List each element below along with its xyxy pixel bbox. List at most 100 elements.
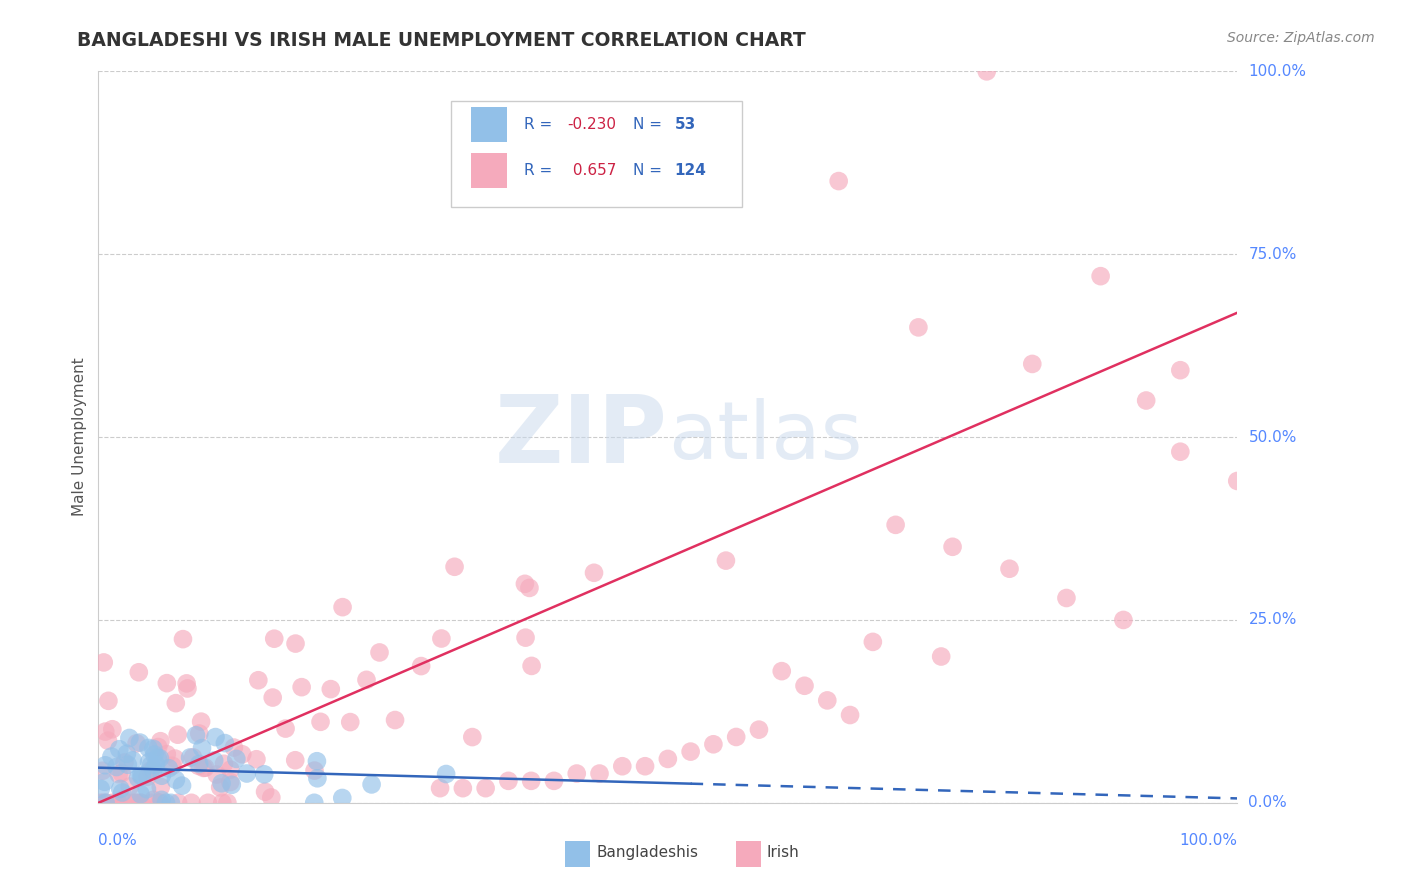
Point xyxy=(1170,363,1192,377)
Point xyxy=(929,649,952,664)
Text: 100.0%: 100.0% xyxy=(1249,64,1306,78)
Point xyxy=(115,747,138,761)
Point xyxy=(519,581,541,595)
Point xyxy=(793,679,815,693)
Point xyxy=(101,796,124,810)
Point xyxy=(634,759,657,773)
Point xyxy=(139,764,162,778)
Point xyxy=(156,676,179,690)
Point xyxy=(157,761,180,775)
Point xyxy=(197,796,219,810)
Point xyxy=(356,673,378,687)
Point xyxy=(451,781,474,796)
Point xyxy=(97,694,120,708)
Point xyxy=(90,781,112,796)
Point xyxy=(319,682,342,697)
Point xyxy=(93,796,115,810)
Point xyxy=(94,758,117,772)
Point xyxy=(679,745,702,759)
Point xyxy=(214,736,236,750)
Point xyxy=(205,767,228,781)
Point xyxy=(179,750,201,764)
Point xyxy=(770,664,793,678)
Point xyxy=(443,559,465,574)
Point xyxy=(129,796,152,810)
Point xyxy=(118,731,141,745)
Point xyxy=(461,730,484,744)
Text: 124: 124 xyxy=(675,163,707,178)
Point xyxy=(1021,357,1043,371)
Point xyxy=(582,566,605,580)
Point xyxy=(160,796,183,810)
Point xyxy=(429,781,451,796)
Point xyxy=(976,64,998,78)
Point xyxy=(180,796,202,810)
Point xyxy=(91,764,114,778)
Point xyxy=(129,735,152,749)
Point xyxy=(839,708,862,723)
Point xyxy=(111,785,134,799)
Point xyxy=(384,713,406,727)
Point xyxy=(304,796,326,810)
Point xyxy=(111,793,134,807)
Point xyxy=(136,770,159,784)
Point xyxy=(725,730,748,744)
Text: 0.657: 0.657 xyxy=(568,163,616,178)
Point xyxy=(176,681,198,696)
Point xyxy=(121,796,143,810)
Point xyxy=(211,776,233,790)
Point xyxy=(520,659,543,673)
Point xyxy=(1135,393,1157,408)
Point xyxy=(117,757,139,772)
Point xyxy=(176,676,198,690)
Point xyxy=(93,774,115,789)
Point xyxy=(108,742,131,756)
Point xyxy=(714,553,737,567)
Point xyxy=(221,778,243,792)
Point xyxy=(125,736,148,750)
Text: N =: N = xyxy=(633,117,666,132)
Point xyxy=(430,632,453,646)
Point xyxy=(121,753,143,767)
Point xyxy=(143,747,166,762)
Y-axis label: Male Unemployment: Male Unemployment xyxy=(72,358,87,516)
Point xyxy=(212,756,235,771)
Text: 50.0%: 50.0% xyxy=(1249,430,1296,444)
Point xyxy=(884,517,907,532)
Point xyxy=(284,753,307,767)
Point xyxy=(165,751,187,765)
Point xyxy=(131,769,153,783)
Point xyxy=(125,796,148,810)
Point xyxy=(260,790,283,805)
Point xyxy=(1112,613,1135,627)
Point xyxy=(284,637,307,651)
Text: Irish: Irish xyxy=(766,845,800,860)
Point xyxy=(231,747,253,762)
Point xyxy=(1054,591,1078,605)
Point xyxy=(170,779,193,793)
Point xyxy=(222,740,245,755)
FancyBboxPatch shape xyxy=(451,101,742,207)
Text: Bangladeshis: Bangladeshis xyxy=(596,845,699,860)
Point xyxy=(111,766,134,780)
Point xyxy=(165,696,187,710)
Point xyxy=(815,693,838,707)
FancyBboxPatch shape xyxy=(471,107,508,142)
Point xyxy=(149,751,172,765)
Point xyxy=(145,757,167,772)
Point xyxy=(146,751,169,765)
Point xyxy=(263,632,285,646)
Point xyxy=(94,796,117,810)
Point xyxy=(360,777,382,791)
FancyBboxPatch shape xyxy=(471,153,508,188)
Point xyxy=(202,754,225,768)
Text: R =: R = xyxy=(524,117,557,132)
Point xyxy=(254,785,277,799)
Point xyxy=(188,726,211,740)
Point xyxy=(309,714,332,729)
Point xyxy=(142,741,165,756)
Point xyxy=(498,773,520,788)
Text: N =: N = xyxy=(633,163,666,178)
Point xyxy=(172,632,194,647)
Point xyxy=(339,715,361,730)
